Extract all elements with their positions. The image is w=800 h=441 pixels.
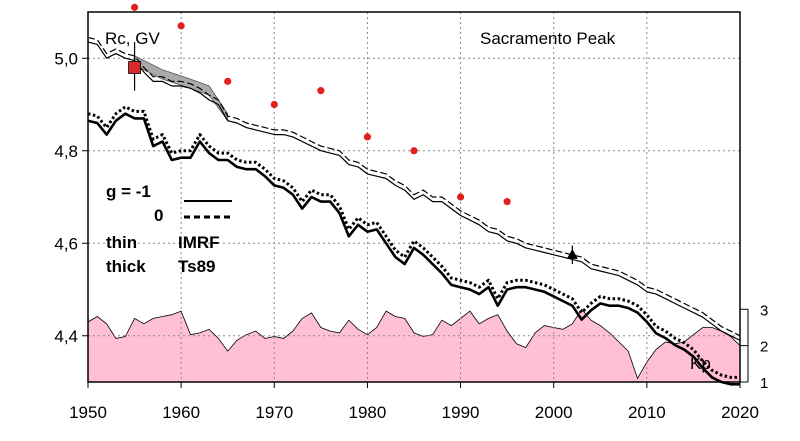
- x-tick-label: 2020: [721, 403, 759, 422]
- observation-triangle: [566, 248, 578, 259]
- observation-point: [177, 22, 185, 30]
- kp-tick-label: 3: [760, 302, 768, 319]
- observation-point: [130, 3, 139, 11]
- x-tick-label: 1980: [349, 403, 387, 422]
- series-line-imrf-g0: [87, 36, 741, 337]
- y-tick-label: 5,0: [54, 49, 78, 68]
- series-layer: [87, 36, 741, 386]
- kp-axis-label: Kp: [690, 354, 711, 373]
- x-tick-label: 1990: [442, 403, 480, 422]
- x-tick-label: 1950: [69, 403, 107, 422]
- legend-g-zero-label: 0: [154, 206, 163, 225]
- observation-square: [128, 61, 141, 74]
- y-tick-label: 4,4: [54, 327, 78, 346]
- x-tick-label: 1970: [255, 403, 293, 422]
- legend-thin-label: thin: [106, 233, 137, 252]
- legend-thin-model: IMRF: [178, 233, 220, 252]
- series-line-ts89-gneg1: [87, 112, 740, 386]
- x-tick-label: 2000: [535, 403, 573, 422]
- x-tick-label: 1960: [162, 403, 200, 422]
- plot-background: [88, 12, 740, 382]
- observation-point: [410, 147, 418, 155]
- observation-point: [317, 87, 325, 95]
- kp-tick-label: 1: [760, 375, 768, 392]
- kp-tick-label: 2: [760, 339, 768, 356]
- series-line-imrf-gneg1: [87, 41, 741, 341]
- kp-area: [87, 308, 741, 383]
- observation-point: [363, 133, 372, 141]
- kp-area-layer: [87, 308, 741, 383]
- y-tick-label: 4,8: [54, 142, 78, 161]
- observation-point: [270, 100, 278, 109]
- observations-layer: [128, 3, 578, 265]
- observation-point: [456, 193, 465, 201]
- y-axis-label: Rc, GV: [105, 29, 160, 48]
- legend-g-neg1-label: g = -1: [106, 182, 151, 201]
- observation-point: [503, 198, 511, 206]
- x-tick-label: 2010: [628, 403, 666, 422]
- axis-layer: 1950 1960 1970 1980 1990 2000 2010 2020 4,4 4,6 4,…: [54, 49, 768, 422]
- y-tick-label: 4,6: [54, 234, 78, 253]
- legend-thick-label: thick: [106, 257, 146, 276]
- observation-point: [224, 77, 232, 85]
- chart-title: Sacramento Peak: [480, 29, 616, 48]
- plot-frame: [87, 11, 741, 383]
- legend-thick-model: Ts89: [178, 257, 216, 276]
- legend: g = -1 0 thin IMRF thick Ts89: [106, 182, 232, 276]
